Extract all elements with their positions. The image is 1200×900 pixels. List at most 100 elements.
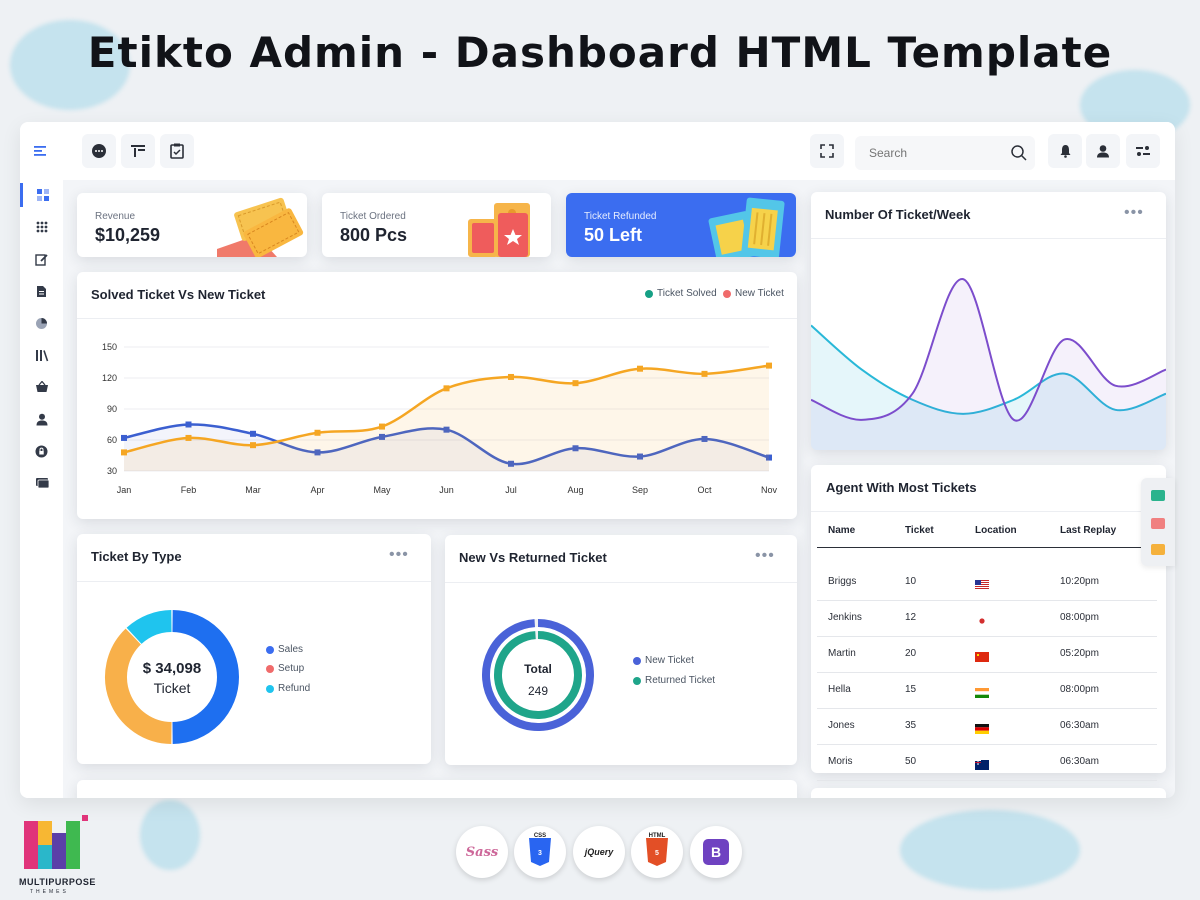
- table-cell-name: Jenkins: [828, 612, 862, 623]
- table-cell-name: Hella: [828, 684, 851, 695]
- legend-returned-ticket[interactable]: Returned Ticket: [633, 675, 715, 686]
- clipboard-icon[interactable]: [160, 134, 194, 168]
- cards-icon[interactable]: [20, 471, 63, 495]
- legend-ticket-solved[interactable]: Ticket Solved: [645, 288, 717, 299]
- column-header[interactable]: Last Replay: [1060, 525, 1117, 536]
- card-title: Agent With Most Tickets: [826, 480, 977, 495]
- legend-label: Setup: [278, 663, 305, 674]
- donut-slice: [172, 610, 239, 744]
- legend-label: New Ticket: [735, 288, 784, 299]
- topbar: [20, 122, 1175, 180]
- x-tick-label: May: [373, 485, 391, 495]
- ticket-by-type-card: Ticket By Type ••• $ 34,098 Ticket Sales…: [77, 534, 431, 764]
- chat-bubble-icon[interactable]: [1151, 544, 1165, 555]
- row-divider: [817, 744, 1157, 745]
- table-cell-last: 06:30am: [1060, 756, 1099, 767]
- column-header[interactable]: Ticket: [905, 525, 934, 536]
- table-cell-location: [975, 685, 989, 698]
- floating-tool-panel: [1141, 478, 1175, 566]
- data-point: [508, 460, 514, 467]
- html-shield-icon: 5: [646, 838, 668, 866]
- legend-label: Ticket Solved: [657, 288, 717, 299]
- search-input[interactable]: [855, 136, 1035, 170]
- image-icon[interactable]: [1151, 518, 1165, 529]
- row-divider: [817, 636, 1157, 637]
- data-point: [250, 430, 256, 437]
- row-divider: [817, 600, 1157, 601]
- data-point: [637, 365, 643, 372]
- table-cell-location: [975, 757, 989, 770]
- bottom-card-partial: [77, 780, 797, 798]
- stat-value: 50 Left: [584, 225, 643, 245]
- chat-icon[interactable]: [82, 134, 116, 168]
- more-options-icon[interactable]: •••: [1124, 204, 1144, 221]
- table-cell-last: 08:00pm: [1060, 684, 1099, 695]
- document-icon[interactable]: [20, 279, 63, 303]
- camera-icon[interactable]: [1151, 490, 1165, 501]
- flag-de-icon: [975, 724, 989, 734]
- more-options-icon[interactable]: •••: [755, 547, 775, 564]
- svg-text:5: 5: [655, 850, 659, 857]
- solved-vs-new-card: Solved Ticket Vs New Ticket Ticket Solve…: [77, 272, 797, 519]
- series-line: [811, 278, 1166, 422]
- apps-icon[interactable]: [20, 215, 63, 239]
- table-cell-name: Briggs: [828, 576, 857, 587]
- column-header[interactable]: Name: [828, 525, 856, 536]
- table-cell-name: Jones: [828, 720, 855, 731]
- legend-label: Refund: [278, 683, 311, 694]
- data-point: [508, 373, 514, 380]
- ticket-week-chart: [811, 278, 1166, 450]
- table-cell-name: Martin: [828, 648, 856, 659]
- data-point: [379, 433, 385, 440]
- y-tick-label: 150: [102, 342, 117, 352]
- row-divider: [817, 672, 1157, 673]
- legend-new-ticket[interactable]: New Ticket: [723, 288, 784, 299]
- lock-icon[interactable]: [20, 439, 63, 463]
- series-area: [124, 365, 769, 471]
- legend-dot: [633, 656, 641, 665]
- data-point: [121, 449, 127, 456]
- y-tick-label: 90: [107, 404, 117, 414]
- data-point: [766, 362, 772, 369]
- table-cell-last: 06:30am: [1060, 720, 1099, 731]
- series-area: [811, 279, 1166, 450]
- card-title: New Vs Returned Ticket: [459, 550, 607, 565]
- profile-icon[interactable]: [20, 407, 63, 431]
- legend-sales[interactable]: Sales: [266, 644, 303, 655]
- badge-label: HTML: [648, 833, 666, 839]
- badge-label: Sass: [465, 844, 499, 860]
- library-icon[interactable]: [20, 343, 63, 367]
- data-point: [701, 435, 708, 442]
- search-icon[interactable]: [1010, 144, 1028, 162]
- dashboard-icon[interactable]: [20, 183, 63, 207]
- series-area: [124, 424, 769, 471]
- bottom-card-partial: [811, 788, 1166, 798]
- basket-icon[interactable]: [20, 375, 63, 399]
- badge-label: jQuery: [584, 847, 614, 857]
- legend-refund[interactable]: Refund: [266, 683, 310, 694]
- html-badge: 5 HTML: [631, 826, 683, 878]
- settings-icon[interactable]: [1126, 134, 1160, 168]
- stat-value: 800 Pcs: [340, 225, 408, 245]
- stat-label: Ticket Ordered: [340, 211, 406, 222]
- ticket-week-card: Number Of Ticket/Week •••: [811, 192, 1166, 450]
- solved-vs-new-chart: 30 60 90 120 150 Jan Feb Mar Apr May Jun Jul Aug Sep O…: [102, 342, 778, 495]
- more-options-icon[interactable]: •••: [389, 546, 409, 563]
- user-icon[interactable]: [1086, 134, 1120, 168]
- layout-icon[interactable]: [121, 134, 155, 168]
- x-tick-label: Jan: [117, 485, 132, 495]
- table-cell-ticket: 10: [905, 576, 917, 587]
- edit-icon[interactable]: [20, 247, 63, 271]
- legend-setup[interactable]: Setup: [266, 663, 304, 674]
- menu-icon[interactable]: [24, 134, 58, 168]
- column-header[interactable]: Location: [975, 525, 1017, 536]
- data-point: [185, 421, 192, 428]
- legend-new-ticket[interactable]: New Ticket: [633, 655, 694, 666]
- header-divider: [817, 547, 1157, 548]
- data-point: [379, 423, 385, 430]
- pie-chart-icon[interactable]: [20, 311, 63, 335]
- bell-icon[interactable]: [1048, 134, 1082, 168]
- new-vs-returned-card: New Vs Returned Ticket ••• Total 249 New…: [445, 535, 797, 765]
- fullscreen-icon[interactable]: [810, 134, 844, 168]
- data-point: [443, 426, 450, 433]
